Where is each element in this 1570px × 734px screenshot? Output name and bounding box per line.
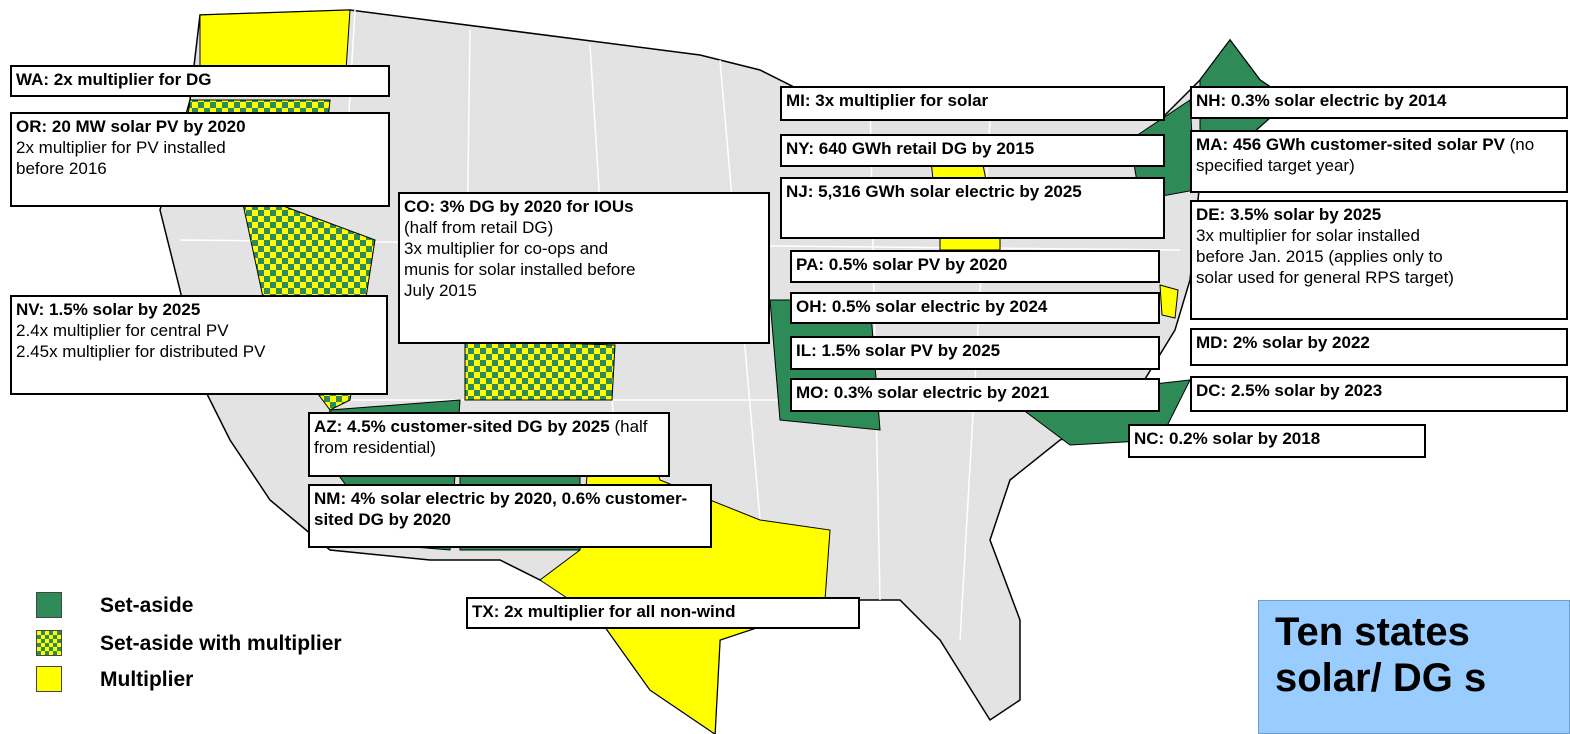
label-title: NC: 0.2% solar by 2018	[1134, 429, 1321, 448]
label-title: NY: 640 GWh retail DG by 2015	[786, 139, 1035, 158]
label-title: MO: 0.3% solar electric by 2021	[796, 383, 1050, 402]
legend-swatch	[36, 630, 62, 656]
label-line: before Jan. 2015 (applies only to	[1196, 247, 1443, 266]
label-line: 2.4x multiplier for central PV	[16, 321, 229, 340]
de	[1159, 284, 1179, 319]
label-box: NV: 1.5% solar by 2025 2.4x multiplier fo…	[10, 295, 388, 395]
label-box: DC: 2.5% solar by 2023	[1190, 376, 1568, 412]
label-title: DC: 2.5% solar by 2023	[1196, 381, 1383, 400]
label-box: NJ: 5,316 GWh solar electric by 2025	[780, 177, 1165, 239]
label-box: MA: 456 GWh customer-sited solar PV (no …	[1190, 130, 1568, 193]
legend-label: Set-aside with multiplier	[100, 632, 342, 655]
label-line: July 2015	[404, 281, 477, 300]
label-title: TX: 2x multiplier for all non-wind	[472, 602, 736, 621]
label-title: CO: 3% DG by 2020 for IOUs	[404, 197, 634, 216]
label-title: MA: 456 GWh customer-sited solar PV	[1196, 135, 1505, 154]
label-box: AZ: 4.5% customer-sited DG by 2025 (half…	[308, 412, 670, 477]
label-title: NJ: 5,316 GWh solar electric by 2025	[786, 182, 1082, 201]
label-title: NV: 1.5% solar by 2025	[16, 300, 201, 319]
label-box: NC: 0.2% solar by 2018	[1128, 424, 1426, 458]
label-title: PA: 0.5% solar PV by 2020	[796, 255, 1008, 274]
label-title: WA: 2x multiplier for DG	[16, 70, 212, 89]
label-box: OH: 0.5% solar electric by 2024	[790, 292, 1160, 324]
label-title: NH: 0.3% solar electric by 2014	[1196, 91, 1447, 110]
label-note: (no specified target year)	[1196, 135, 1535, 175]
label-line: 2.45x multiplier for distributed PV	[16, 342, 266, 361]
label-box: MO: 0.3% solar electric by 2021	[790, 378, 1160, 412]
label-box: NY: 640 GWh retail DG by 2015	[780, 134, 1165, 167]
label-title: NM: 4% solar electric by 2020, 0.6% cust…	[314, 489, 688, 529]
legend-swatch	[36, 592, 62, 618]
label-line: before 2016	[16, 159, 107, 178]
label-title: IL: 1.5% solar PV by 2025	[796, 341, 1001, 360]
callout-line: solar/ DG s	[1275, 656, 1487, 700]
label-box: IL: 1.5% solar PV by 2025	[790, 336, 1160, 370]
label-box: OR: 20 MW solar PV by 2020 2x multiplier …	[10, 112, 390, 207]
label-line: munis for solar installed before	[404, 260, 636, 279]
label-box: MI: 3x multiplier for solar	[780, 86, 1165, 121]
label-title: OR: 20 MW solar PV by 2020	[16, 117, 246, 136]
label-line: (half from retail DG)	[404, 218, 554, 237]
label-title: AZ: 4.5% customer-sited DG by 2025	[314, 417, 610, 436]
callout-line: Ten states	[1275, 610, 1470, 654]
legend-swatch	[36, 666, 62, 692]
label-box: NM: 4% solar electric by 2020, 0.6% cust…	[308, 484, 712, 548]
co	[464, 339, 616, 401]
callout: Ten states solar/ DG s	[1258, 600, 1570, 734]
legend-label: Set-aside	[100, 594, 194, 617]
label-title: MI: 3x multiplier for solar	[786, 91, 989, 110]
label-box: CO: 3% DG by 2020 for IOUs (half from ret…	[398, 192, 770, 344]
label-title: MD: 2% solar by 2022	[1196, 333, 1370, 352]
label-title: DE: 3.5% solar by 2025	[1196, 205, 1382, 224]
label-box: DE: 3.5% solar by 2025 3x multiplier for …	[1190, 200, 1568, 320]
label-note: (half from residential)	[314, 417, 648, 457]
label-line: 3x multiplier for co-ops and	[404, 239, 609, 258]
label-box: NH: 0.3% solar electric by 2014	[1190, 86, 1568, 119]
label-box: WA: 2x multiplier for DG	[10, 65, 390, 97]
label-title: OH: 0.5% solar electric by 2024	[796, 297, 1048, 316]
label-line: 2x multiplier for PV installed	[16, 138, 226, 157]
label-line: solar used for general RPS target)	[1196, 268, 1454, 287]
label-box: TX: 2x multiplier for all non-wind	[466, 597, 860, 629]
legend-label: Multiplier	[100, 668, 194, 691]
label-box: MD: 2% solar by 2022	[1190, 328, 1568, 366]
label-line: 3x multiplier for solar installed	[1196, 226, 1420, 245]
label-box: PA: 0.5% solar PV by 2020	[790, 250, 1160, 283]
